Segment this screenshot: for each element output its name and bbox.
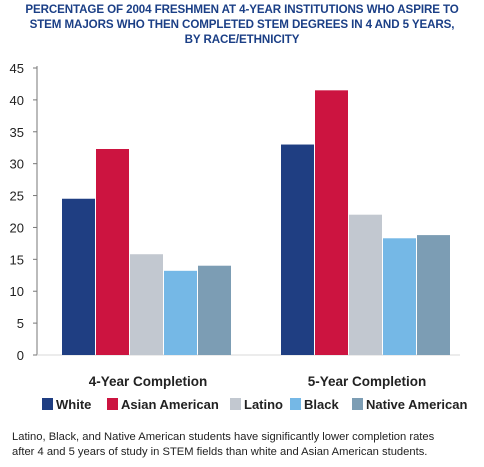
- bar-chart: 0 5 10 15 20 25 30 35 40 45 4-Year Completion 5-Yea…: [10, 61, 468, 412]
- bar-latino-5yr: [349, 214, 382, 355]
- y-tick-label: 5: [17, 316, 24, 331]
- bar-native-american-4yr: [198, 265, 231, 355]
- caption-line-2: after 4 and 5 years of study in STEM fie…: [12, 446, 428, 458]
- x-category-label: 4-Year Completion: [89, 374, 208, 389]
- legend-swatch: [230, 398, 241, 410]
- y-tick-label: 40: [10, 93, 24, 108]
- legend-swatch: [42, 398, 53, 410]
- bar-white-5yr: [281, 144, 314, 355]
- x-category-label: 5-Year Completion: [308, 374, 427, 389]
- y-tick-label: 0: [17, 348, 24, 363]
- legend-swatch: [290, 398, 301, 410]
- bar-white-4yr: [62, 198, 95, 355]
- bar-asian-american-5yr: [315, 90, 348, 356]
- chart-title-line-1: PERCENTAGE OF 2004 FRESHMEN AT 4-YEAR IN…: [25, 3, 459, 16]
- chart-title-line-3: BY RACE/ETHNICITY: [184, 33, 300, 46]
- chart-caption: Latino, Black, and Native American stude…: [12, 430, 478, 460]
- legend-label: Asian American: [121, 397, 219, 412]
- y-tick-label: 15: [10, 252, 24, 267]
- bar-asian-american-4yr: [96, 148, 129, 355]
- legend-label: Latino: [244, 397, 283, 412]
- bar-black-5yr: [383, 238, 416, 355]
- y-tick-label: 10: [10, 284, 24, 299]
- y-tick-label: 35: [10, 125, 24, 140]
- caption-line-1: Latino, Black, and Native American stude…: [12, 431, 435, 443]
- y-tick-label: 20: [10, 220, 24, 235]
- bar-native-american-5yr: [417, 235, 450, 355]
- chart-title: PERCENTAGE OF 2004 FRESHMEN AT 4-YEAR IN…: [0, 2, 484, 47]
- legend-label: Native American: [366, 397, 467, 412]
- legend-swatch: [107, 398, 118, 410]
- bar-latino-4yr: [130, 254, 163, 355]
- legend-swatch: [352, 398, 363, 410]
- legend-label: Black: [304, 397, 339, 412]
- legend-label: White: [56, 397, 91, 412]
- bar-black-4yr: [164, 270, 197, 355]
- chart-title-line-2: STEM MAJORS WHO THEN COMPLETED STEM DEGR…: [29, 18, 455, 31]
- y-tick-label: 30: [10, 157, 24, 172]
- y-tick-label: 25: [10, 189, 24, 204]
- y-tick-label: 45: [10, 61, 24, 76]
